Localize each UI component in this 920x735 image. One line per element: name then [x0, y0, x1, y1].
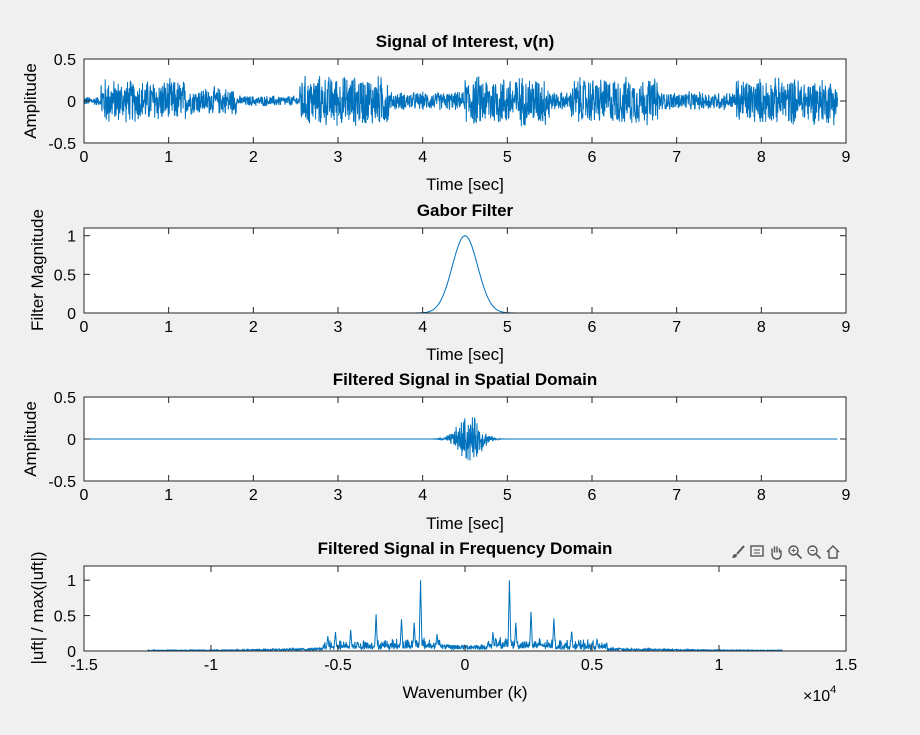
x-tick-label: 0 [461, 657, 470, 674]
x-tick-label: 4 [418, 487, 427, 504]
filter-line [84, 235, 838, 313]
subplot-signal-of-interest[interactable]: Signal of Interest, v(n) 0 1 2 3 4 5 6 7 8 9-0.50… [21, 32, 851, 194]
x-tick-label: -1.5 [70, 657, 98, 674]
y-tick-label: 1 [67, 229, 76, 246]
brush-icon[interactable] [729, 542, 747, 562]
y-tick-label: -0.5 [48, 474, 76, 491]
series-line [84, 417, 838, 461]
y-axis-label: Amplitude [21, 63, 40, 139]
x-tick-label: 1.5 [835, 657, 857, 674]
x-axis-label: Wavenumber (k) [402, 683, 527, 702]
axes-toolbar [729, 541, 842, 563]
y-tick-label: 0 [67, 94, 76, 111]
x-tick-label: 6 [588, 149, 597, 166]
y-tick-label: 0.5 [54, 267, 76, 284]
x-axis-label: Time [sec] [426, 514, 504, 533]
x-tick-label: 1 [164, 149, 173, 166]
y-axis-label: |uft| / max(|uft|) [28, 551, 47, 664]
x-tick-label: 5 [503, 319, 512, 336]
axes-box [83, 565, 847, 652]
x-tick-label: 7 [672, 149, 681, 166]
x-tick-label: 2 [249, 149, 258, 166]
series-line [84, 235, 838, 313]
x-tick-label: 0.5 [581, 657, 603, 674]
chart-title: Signal of Interest, v(n) [376, 32, 555, 51]
zoom-out-icon[interactable] [805, 542, 823, 562]
y-tick-label: 0 [67, 432, 76, 449]
x-tick-label: 6 [588, 319, 597, 336]
x-tick-label: -0.5 [324, 657, 352, 674]
y-tick-label: -0.5 [48, 136, 76, 153]
zoom-in-icon[interactable] [786, 542, 804, 562]
x-tick-label: 0 [80, 149, 89, 166]
axis-ticks: 0 1 2 3 4 5 6 7 8 9 0 0.5 1 [54, 228, 851, 336]
axes-box [83, 58, 847, 144]
signal-line [84, 75, 838, 127]
x-tick-label: 7 [672, 487, 681, 504]
x-tick-label: 3 [334, 149, 343, 166]
plot-area[interactable] [84, 228, 846, 313]
chart-title: Filtered Signal in Frequency Domain [318, 539, 613, 558]
x-tick-label: 9 [842, 149, 851, 166]
y-axis-label: Filter Magnitude [28, 209, 47, 331]
axes-box [83, 227, 847, 314]
x-tick-label: 4 [418, 149, 427, 166]
x-tick-label: 3 [334, 487, 343, 504]
subplot-filtered-spatial[interactable]: Filtered Signal in Spatial Domain 0 1 2 3 4 5… [21, 370, 851, 533]
x-tick-label: 8 [757, 149, 766, 166]
x-axis-label: Time [sec] [426, 345, 504, 364]
x-tick-label: 6 [588, 487, 597, 504]
y-axis-label: Amplitude [21, 401, 40, 477]
axis-ticks: 0 1 2 3 4 5 6 7 8 9-0.500.5 [48, 52, 850, 166]
x-tick-label: 2 [249, 487, 258, 504]
subplot-gabor-filter[interactable]: Gabor Filter 0 1 2 3 4 5 6 7 8 900.51 Time [sec] … [28, 201, 851, 364]
subplot-filtered-frequency[interactable]: Filtered Signal in Frequency Domain -1.5… [28, 539, 857, 705]
axes-box [83, 396, 847, 482]
data-tips-icon[interactable] [748, 542, 766, 562]
x-tick-label: 3 [334, 319, 343, 336]
x-tick-label: 4 [418, 319, 427, 336]
y-tick-label: 0 [67, 644, 76, 661]
series-line [84, 75, 838, 127]
pan-icon[interactable] [767, 542, 785, 562]
x-tick-label: 1 [164, 319, 173, 336]
y-tick-label: 0 [67, 306, 76, 323]
x-tick-label: 0 [80, 487, 89, 504]
x-tick-label: 8 [757, 487, 766, 504]
y-tick-label: 0.5 [54, 609, 76, 626]
filtered-signal-line [84, 417, 838, 461]
x-tick-label: 5 [503, 149, 512, 166]
plot-area[interactable] [84, 566, 846, 651]
x-tick-label: 7 [672, 319, 681, 336]
x-tick-label: 1 [715, 657, 724, 674]
x-tick-label: 8 [757, 319, 766, 336]
home-icon[interactable] [824, 542, 842, 562]
x-axis-label: Time [sec] [426, 175, 504, 194]
x-tick-label: 2 [249, 319, 258, 336]
x-tick-label: 1 [164, 487, 173, 504]
chart-title: Filtered Signal in Spatial Domain [333, 370, 598, 389]
y-tick-label: 0.5 [54, 52, 76, 69]
x-tick-label: -1 [204, 657, 218, 674]
x-tick-label: 0 [80, 319, 89, 336]
y-tick-label: 1 [67, 573, 76, 590]
y-tick-label: 0.5 [54, 390, 76, 407]
x-tick-label: 9 [842, 319, 851, 336]
x-axis-multiplier: ×104 [803, 684, 836, 705]
x-tick-label: 5 [503, 487, 512, 504]
x-tick-label: 9 [842, 487, 851, 504]
chart-title: Gabor Filter [417, 201, 514, 220]
